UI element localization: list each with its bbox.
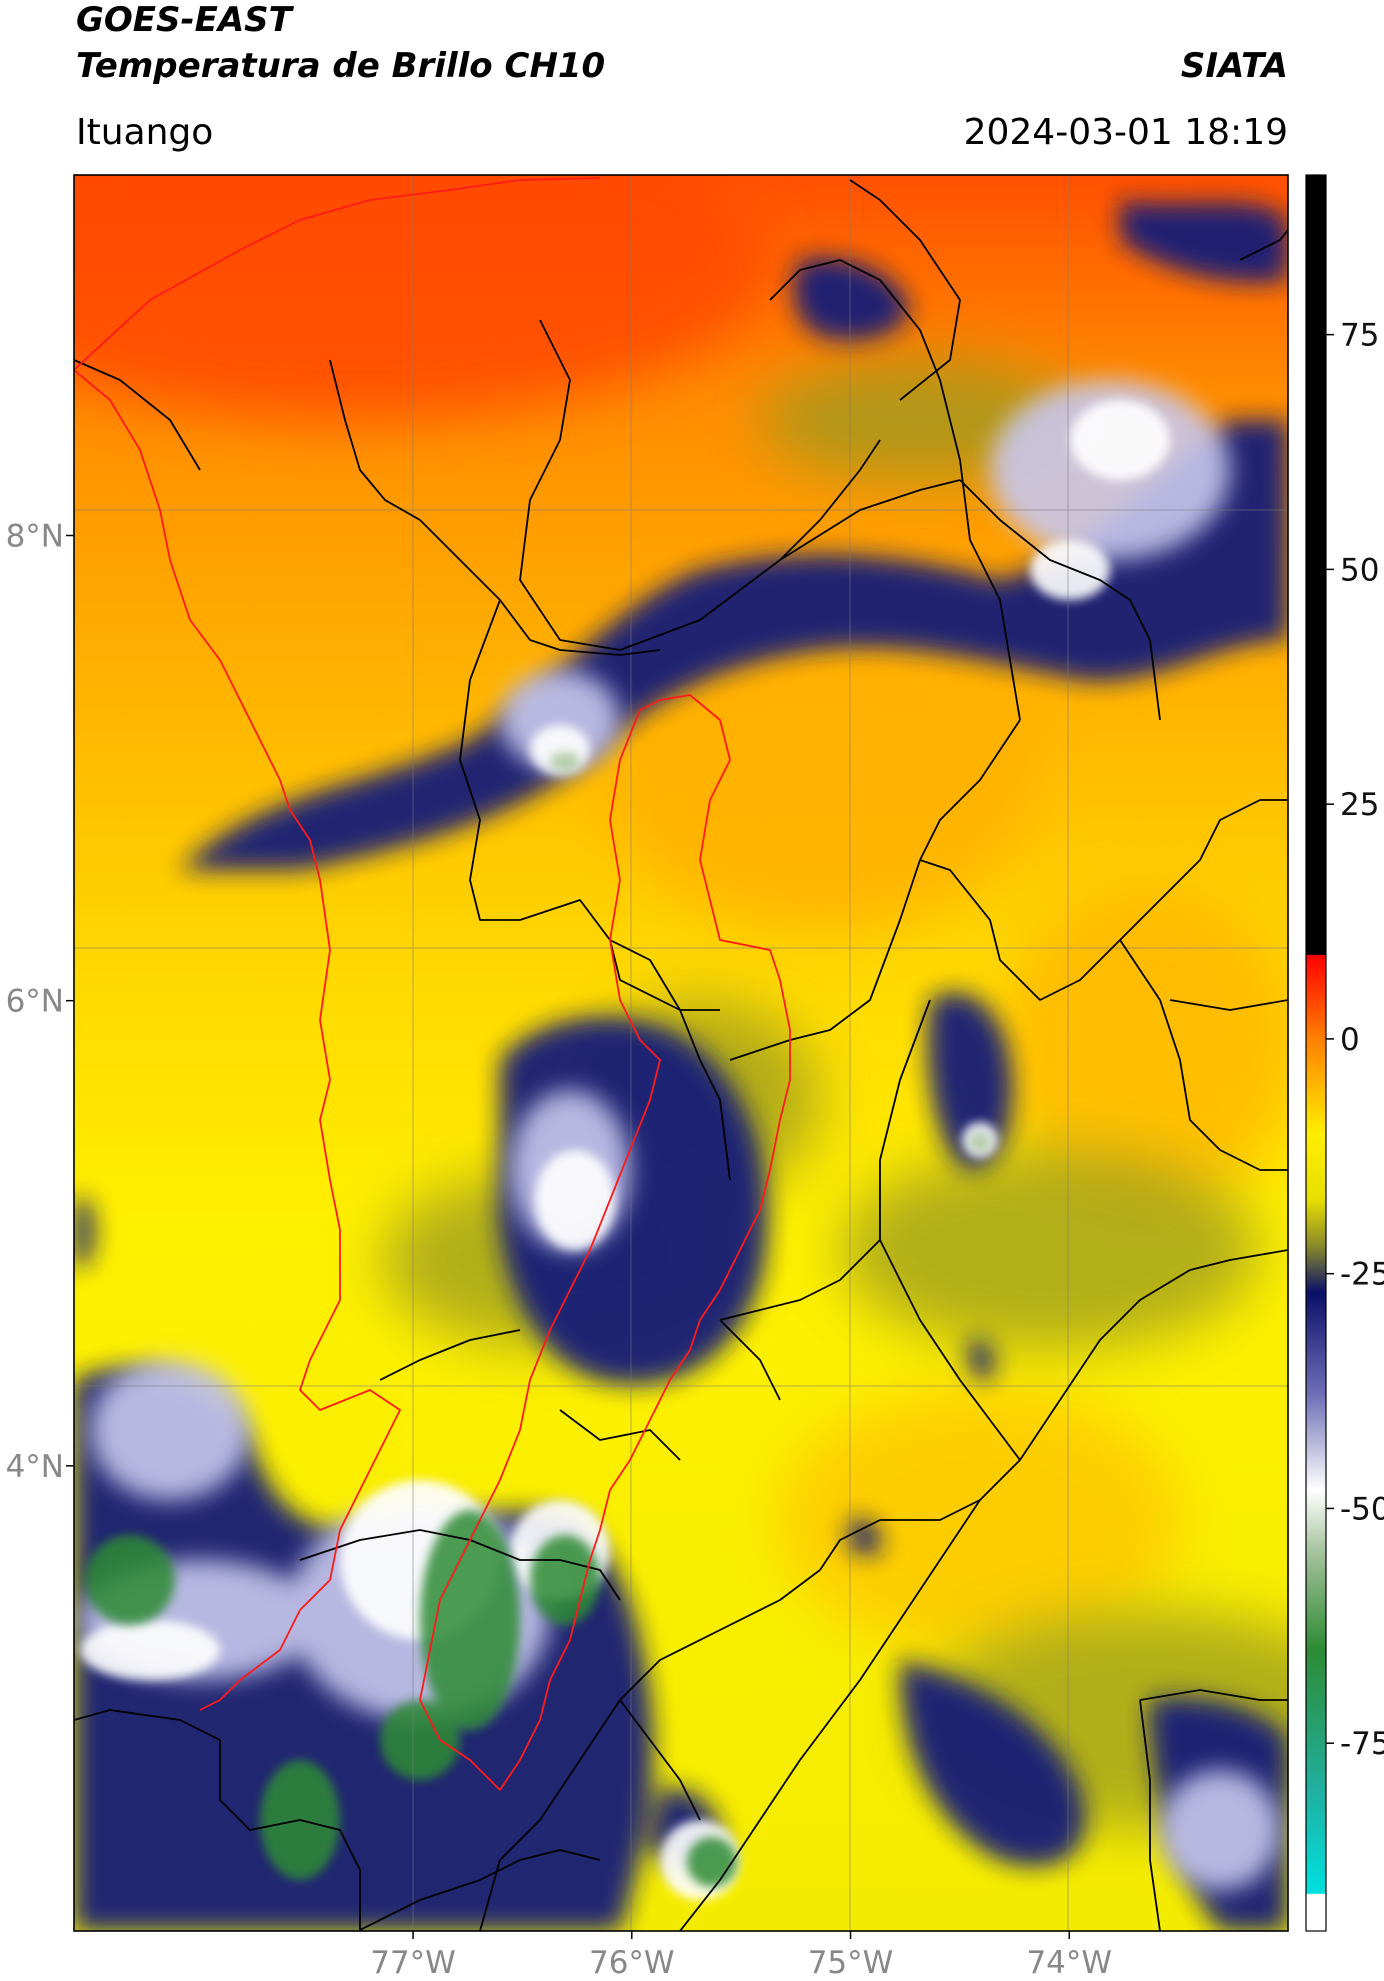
lon-tick-label: 75°W: [808, 1945, 894, 1981]
lat-tick-label: 4°N: [6, 1449, 64, 1485]
colorbar-scale: [1305, 174, 1327, 1932]
colorbar-tick-label: 0: [1340, 1022, 1360, 1058]
latitude-labels: 8°N 6°N 4°N: [6, 519, 74, 1485]
product-title: Temperatura de Brillo CH10: [76, 46, 606, 86]
lat-tick-label: 8°N: [6, 519, 64, 555]
map-frame: [73, 174, 1289, 1932]
colorbar: 75 50 25 0 -25 -50 -75: [1305, 174, 1384, 1932]
region-boundaries: [74, 177, 791, 1791]
colorbar-tick-label: 50: [1340, 552, 1379, 588]
colorbar-tick-label: -25: [1340, 1257, 1384, 1293]
lon-tick-label: 77°W: [370, 1945, 456, 1981]
colorbar-tick-label: 75: [1340, 318, 1379, 354]
lon-tick-label: 74°W: [1026, 1945, 1112, 1981]
satellite-title: GOES-EAST: [76, 0, 292, 40]
department-boundaries: [74, 179, 1288, 1931]
brand-label: SIATA: [1180, 46, 1288, 86]
lon-tick-label: 76°W: [589, 1945, 675, 1981]
colorbar-tick-label: -50: [1340, 1491, 1384, 1527]
lat-tick-label: 6°N: [6, 984, 64, 1020]
imagery-layer: [74, 175, 1288, 1931]
colorbar-tick-label: -75: [1340, 1726, 1384, 1762]
timestamp-label: 2024-03-01 18:19: [963, 112, 1288, 153]
longitude-labels: 77°W 76°W 75°W 74°W: [370, 1931, 1112, 1981]
colorbar-tick-label: 25: [1340, 787, 1379, 823]
map-gridlines: [74, 175, 1288, 1931]
colorbar-ticks: 75 50 25 0 -25 -50 -75: [1326, 318, 1384, 1762]
location-label: Ituango: [76, 112, 214, 153]
